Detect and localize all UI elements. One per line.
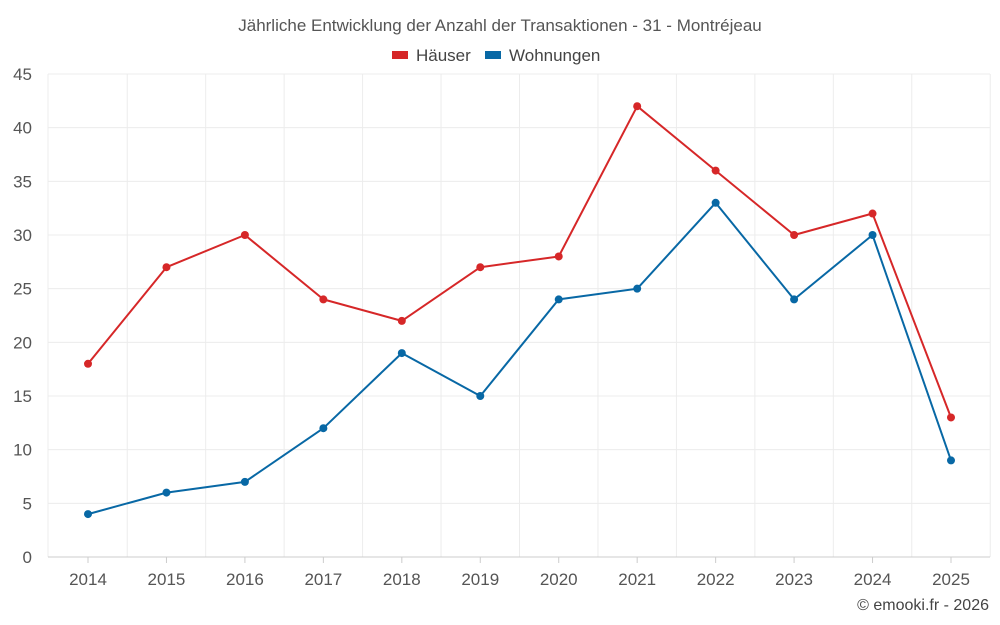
y-tick-label: 20 [13,333,32,352]
data-point-wohnungen[interactable] [397,349,406,358]
data-point-haeuser[interactable] [240,231,249,239]
data-point-wohnungen[interactable] [319,424,328,433]
x-tick-label: 2019 [461,570,499,589]
x-tick-label: 2023 [775,570,813,589]
data-point-wohnungen[interactable] [240,477,249,486]
x-tick-label: 2015 [148,570,186,589]
x-tick-label: 2017 [304,570,342,589]
y-tick-label: 0 [23,548,32,567]
data-point-wohnungen[interactable] [633,284,642,293]
y-tick-label: 10 [13,441,32,460]
x-tick-label: 2016 [226,570,264,589]
data-point-wohnungen[interactable] [476,392,485,400]
data-point-haeuser[interactable] [397,316,406,325]
x-tick-label: 2020 [540,570,578,589]
y-tick-label: 45 [13,65,32,84]
series-haeuser [84,102,955,422]
series-layer [84,102,955,519]
x-tick-label: 2025 [932,570,970,589]
chart-title: Jährliche Entwicklung der Anzahl der Tra… [238,16,762,35]
y-tick-label: 5 [23,494,32,513]
data-point-wohnungen[interactable] [711,198,720,207]
data-point-wohnungen[interactable] [84,510,92,519]
x-tick-label: 2018 [383,570,421,589]
data-point-wohnungen[interactable] [790,295,799,304]
data-point-wohnungen[interactable] [162,488,171,497]
x-tick-label: 2022 [697,570,735,589]
data-point-haeuser[interactable] [319,295,328,304]
legend-swatch-haeuser [392,51,408,59]
legend: Häuser Wohnungen [392,46,600,65]
data-point-wohnungen[interactable] [947,456,955,465]
legend-label-wohnungen: Wohnungen [509,46,600,65]
series-wohnungen [84,198,955,519]
data-point-haeuser[interactable] [162,263,171,272]
credit-text: © emooki.fr - 2026 [857,597,989,614]
grid [47,73,991,557]
legend-swatch-wohnungen [485,51,501,59]
data-point-haeuser[interactable] [790,231,799,239]
x-tick-label: 2024 [854,570,892,589]
y-tick-label: 25 [13,280,32,299]
x-tick-label: 2021 [618,570,656,589]
y-tick-label: 30 [13,226,32,245]
data-point-haeuser[interactable] [868,209,877,218]
series-line-wohnungen [87,201,952,516]
data-point-haeuser[interactable] [947,413,955,422]
data-point-haeuser[interactable] [633,102,642,111]
data-point-haeuser[interactable] [84,359,92,368]
y-tick-label: 15 [13,387,32,406]
data-point-wohnungen[interactable] [868,231,877,239]
series-line-haeuser [87,105,952,418]
x-tick-label: 2014 [69,570,107,589]
data-point-haeuser[interactable] [554,252,563,261]
y-tick-label: 35 [13,172,32,191]
data-point-haeuser[interactable] [711,166,720,175]
legend-label-haeuser: Häuser [416,46,471,65]
data-point-haeuser[interactable] [476,263,485,272]
data-point-wohnungen[interactable] [554,295,563,304]
y-tick-label: 40 [13,119,32,138]
